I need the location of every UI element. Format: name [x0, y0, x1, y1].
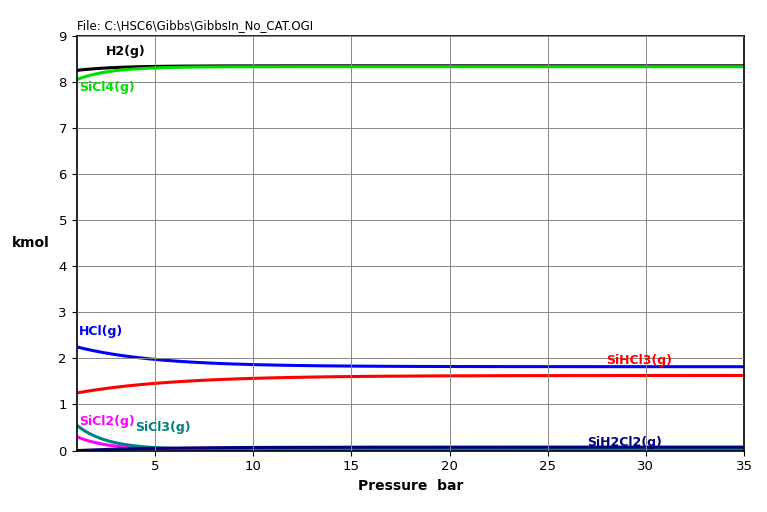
X-axis label: Pressure  bar: Pressure bar — [357, 479, 463, 493]
Text: SiHCl3(g): SiHCl3(g) — [607, 354, 673, 368]
Text: H2(g): H2(g) — [106, 45, 146, 58]
Text: HCl(g): HCl(g) — [79, 325, 123, 338]
Text: SiCl3(g): SiCl3(g) — [136, 421, 191, 434]
Text: File: C:\HSC6\Gibbs\GibbsIn_No_CAT.OGI: File: C:\HSC6\Gibbs\GibbsIn_No_CAT.OGI — [77, 19, 313, 32]
Text: SiH2Cl2(g): SiH2Cl2(g) — [587, 436, 662, 449]
Y-axis label: kmol: kmol — [12, 236, 50, 250]
Text: SiCl4(g): SiCl4(g) — [79, 81, 134, 94]
Text: SiCl2(g): SiCl2(g) — [79, 415, 134, 428]
